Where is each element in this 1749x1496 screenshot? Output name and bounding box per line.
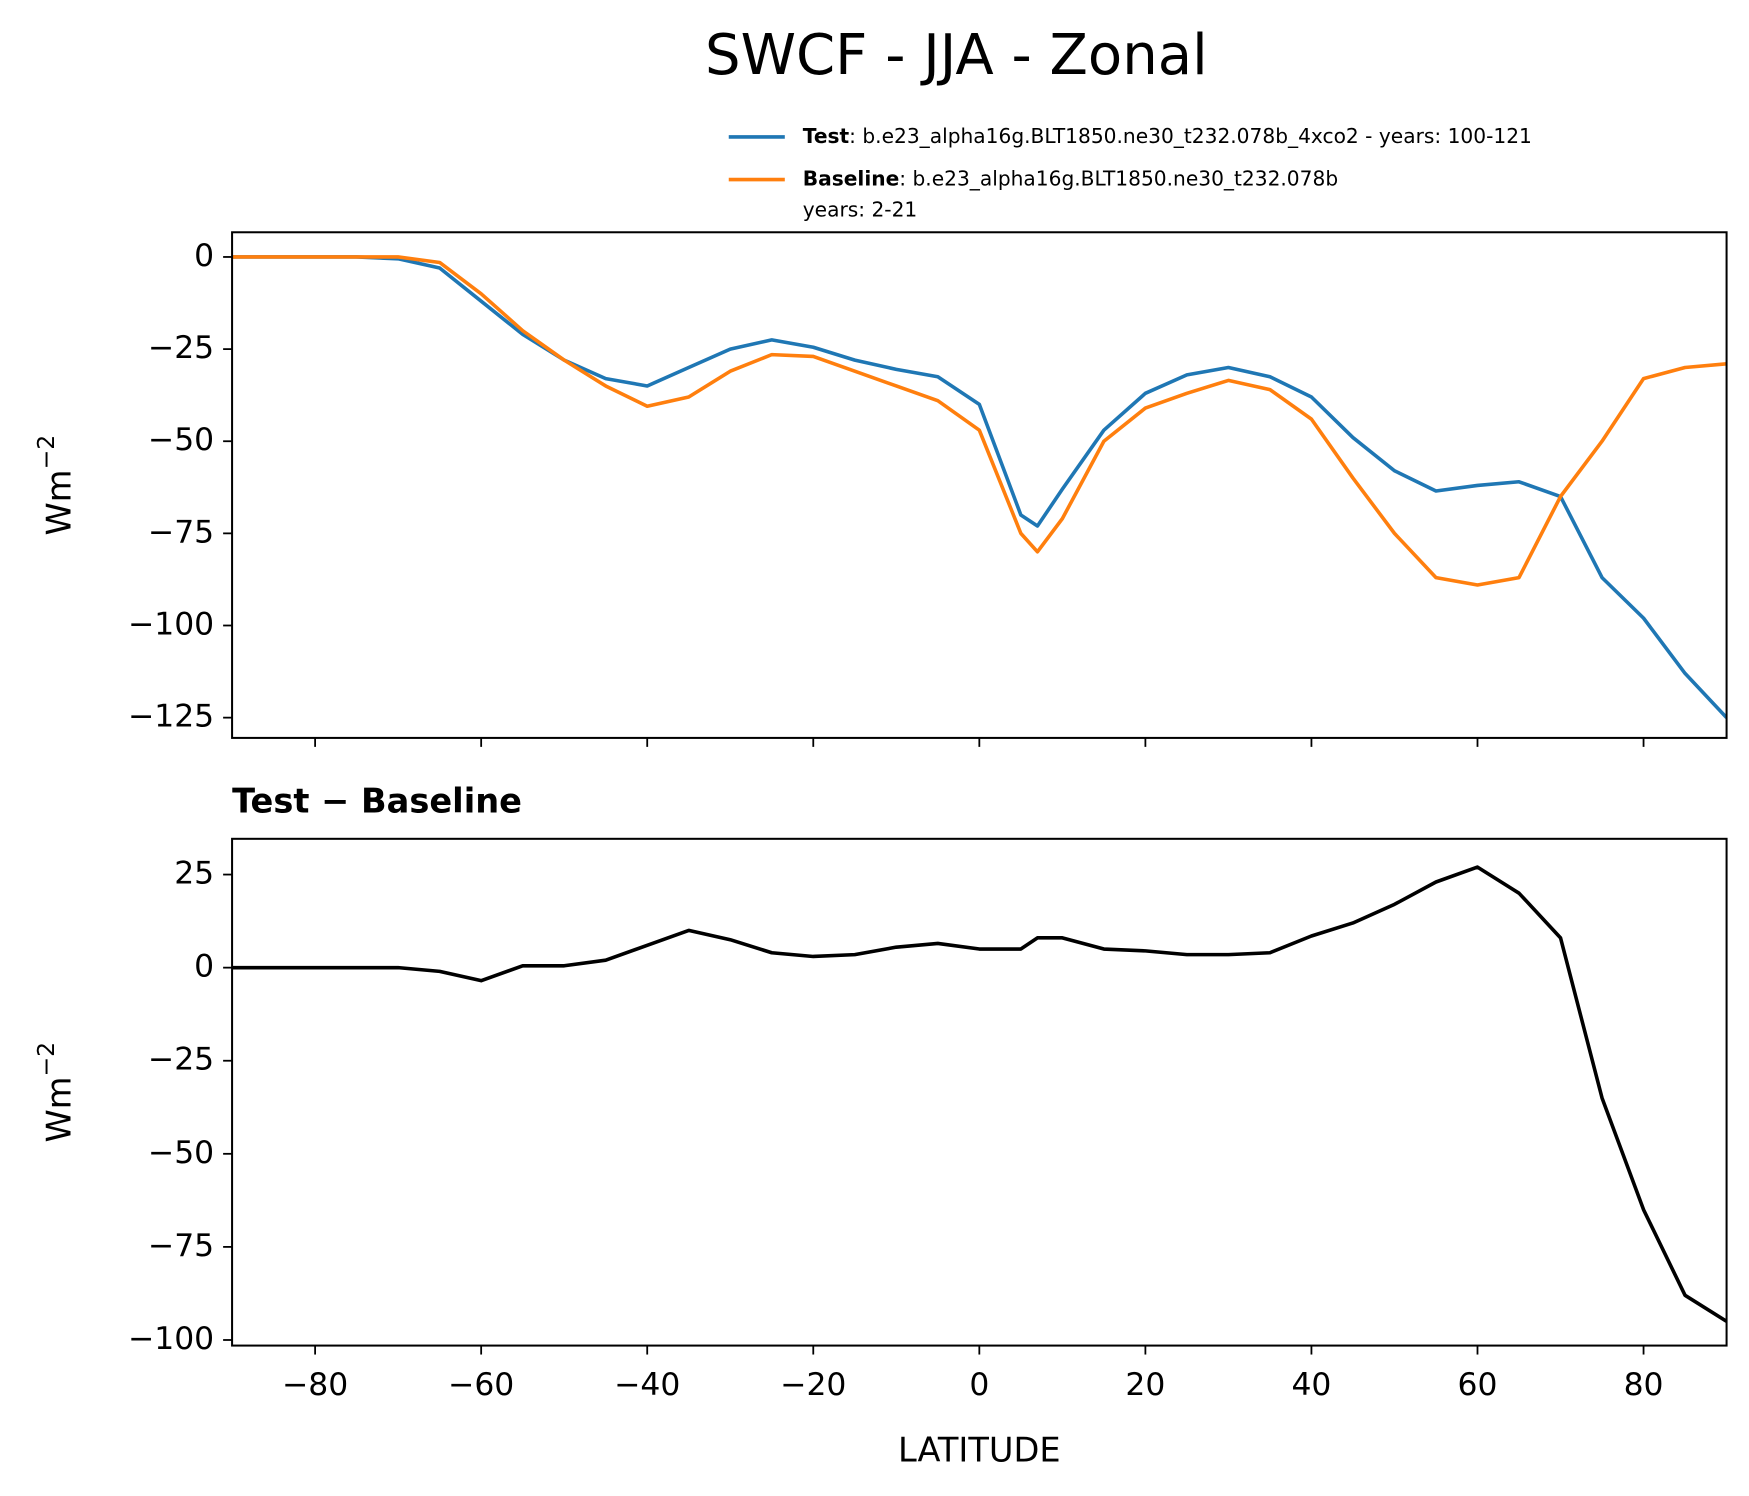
legend-entry: Test: b.e23_alpha16g.BLT1850.ne30_t232.0… [803,123,1532,147]
y-tick-label: 0 [194,238,214,274]
y-tick-label: −100 [128,607,214,643]
data-line [232,865,1727,1323]
legend-entry: Baseline: b.e23_alpha16g.BLT1850.ne30_t2… [803,166,1338,190]
subplot-title: Test − Baseline [232,781,522,820]
figure-title: SWCF - JJA - Zonal [705,23,1208,88]
y-tick-label: −75 [148,1228,214,1264]
y-tick-label: −25 [148,330,214,366]
legend-name: Baseline [803,166,900,190]
legend-description-line: years: 2-21 [803,197,918,221]
legend-name: Test [803,123,850,147]
data-line [232,255,1727,587]
plot-frame [231,837,1728,1347]
x-tick-label: 40 [1291,1367,1331,1403]
data-line [232,255,1727,719]
y-axis-label-superscript: −2 [32,435,60,470]
y-axis-label: Wm−2 [32,435,78,536]
x-tick-label: 20 [1125,1367,1165,1403]
y-tick-label: −125 [128,699,214,735]
y-tick-label: 25 [174,856,214,892]
y-tick-label: −50 [148,1135,214,1171]
y-tick-label: −50 [148,422,214,458]
y-axis-label-base: Wm [39,469,78,535]
x-axis-label: LATITUDE [898,1431,1061,1470]
x-tick-label: −20 [780,1367,846,1403]
x-tick-label: 60 [1458,1367,1498,1403]
x-tick-label: 80 [1624,1367,1664,1403]
x-tick-label: −40 [614,1367,680,1403]
y-tick-label: 0 [194,949,214,985]
x-tick-label: −60 [448,1367,514,1403]
x-tick-label: −80 [282,1367,348,1403]
y-tick-label: −100 [128,1321,214,1357]
legend-description: : b.e23_alpha16g.BLT1850.ne30_t232.078b [899,166,1338,190]
plot-frame [231,231,1728,739]
x-tick-label: 0 [969,1367,989,1403]
y-axis-label-base: Wm [39,1077,78,1143]
y-tick-label: −75 [148,514,214,550]
y-tick-label: −25 [148,1042,214,1078]
y-axis-label-superscript: −2 [32,1042,60,1077]
legend-description: : b.e23_alpha16g.BLT1850.ne30_t232.078b_… [849,123,1532,147]
y-axis-label: Wm−2 [32,1042,78,1143]
